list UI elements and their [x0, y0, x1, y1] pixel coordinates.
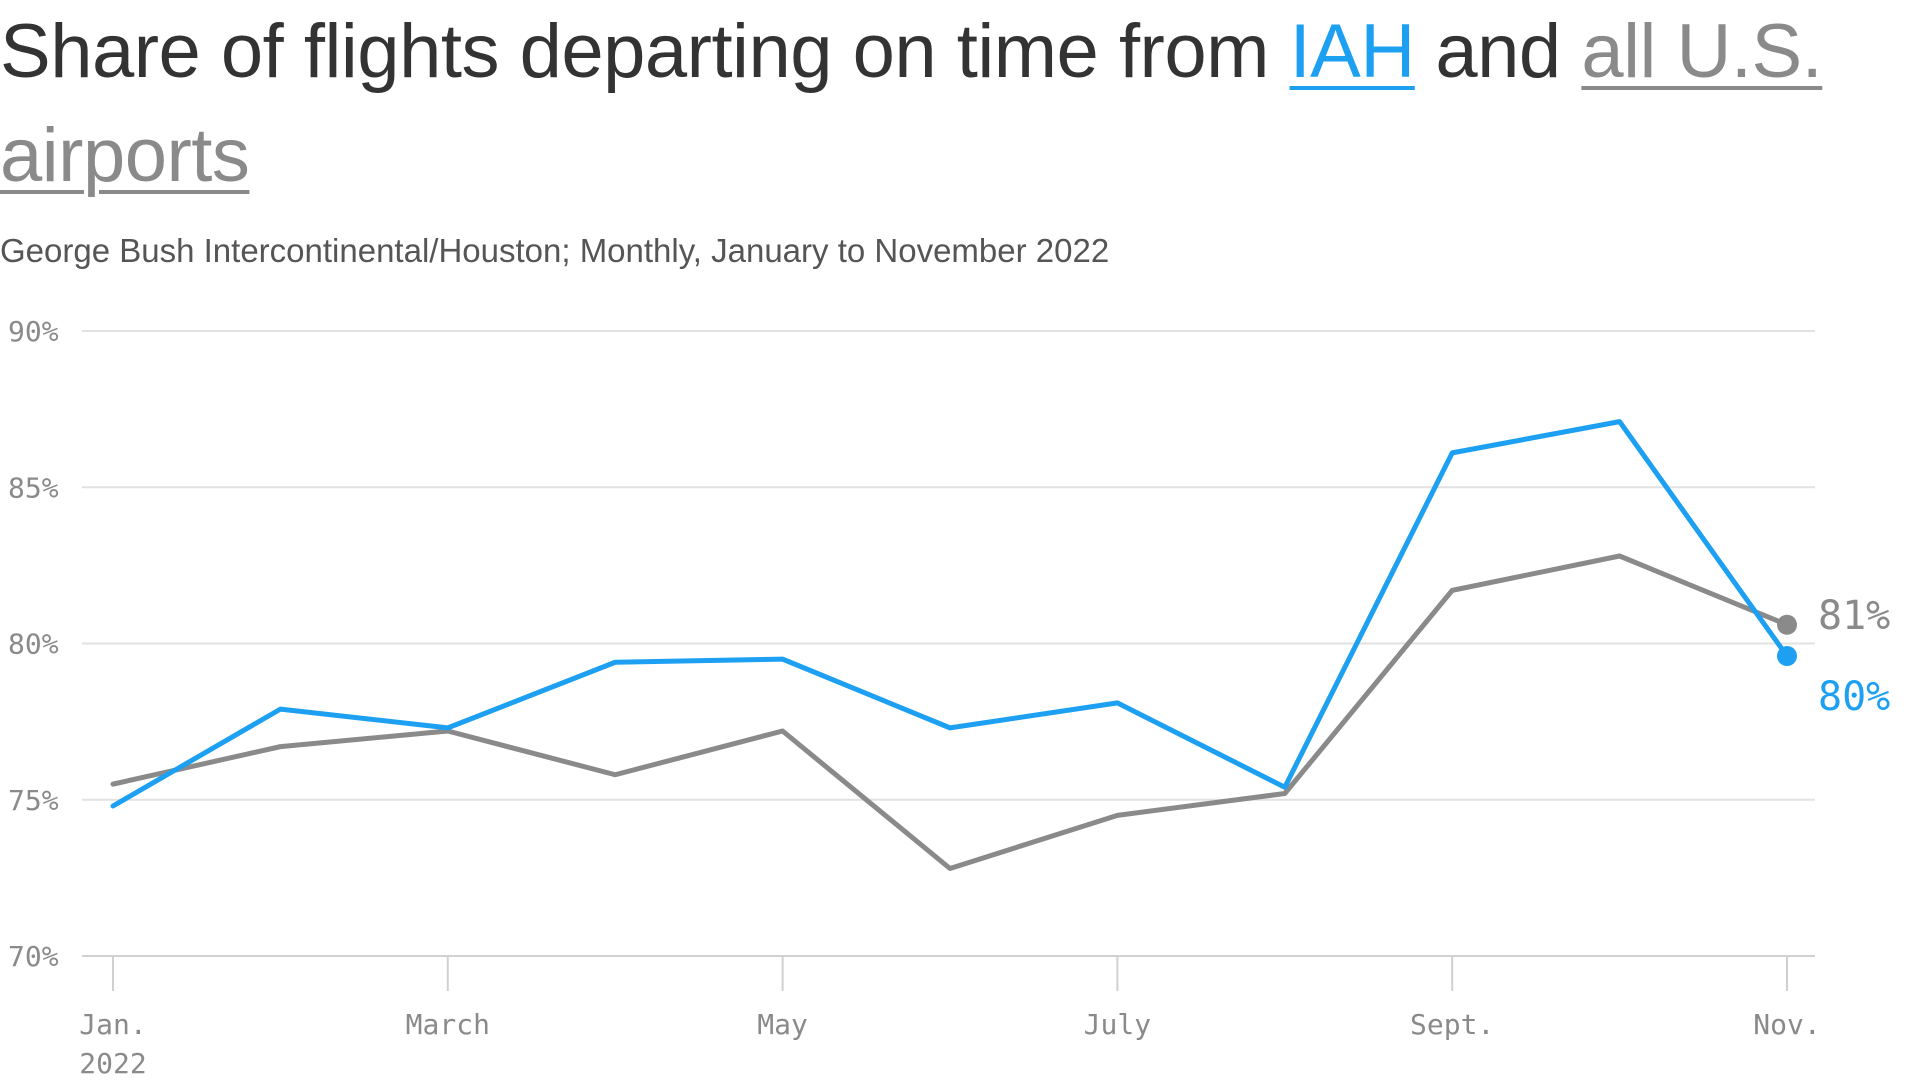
x-tick-label: May — [757, 1008, 808, 1041]
x-tick-label: Sept. — [1410, 1008, 1494, 1041]
series-line-all-u-s-airports — [110, 553, 1790, 871]
x-tick-label: July — [1084, 1008, 1151, 1041]
x-tick-label: March — [406, 1008, 490, 1041]
y-tick-label: 80% — [8, 628, 59, 661]
end-label-iah: 80% — [1818, 674, 1890, 720]
y-tick-label: 75% — [8, 784, 59, 817]
title-series-iah: IAH — [1289, 9, 1416, 94]
end-point-iah — [1777, 646, 1797, 666]
end-label-all-u-s-airports: 81% — [1818, 593, 1890, 639]
title-text-middle: and — [1435, 9, 1561, 94]
x-axis: Jan. 2022 March May July Sept. Nov. — [79, 956, 1821, 1080]
title-series-all-us: all U.S. airports — [0, 9, 1823, 198]
y-tick-label: 70% — [8, 940, 59, 973]
title-text-start: Share of flights departing on time from — [0, 9, 1269, 94]
end-point-all-u-s-airports — [1777, 614, 1797, 635]
x-tick-label: Nov. — [1753, 1008, 1820, 1041]
chart-title: Share of flights departing on time from … — [0, 0, 1910, 208]
series-lines — [110, 419, 1797, 871]
x-tick-label: Jan. — [79, 1008, 146, 1041]
y-axis: 70% 75% 80% 85% 90% — [8, 315, 59, 973]
y-tick-label: 85% — [8, 471, 59, 504]
y-tick-label: 90% — [8, 315, 59, 348]
chart-subtitle: George Bush Intercontinental/Houston; Mo… — [0, 232, 1110, 269]
gridlines — [82, 330, 1815, 957]
series-line-iah — [110, 419, 1790, 809]
end-labels: 81% 80% — [1818, 593, 1890, 720]
x-tick-label-year: 2022 — [79, 1047, 146, 1080]
